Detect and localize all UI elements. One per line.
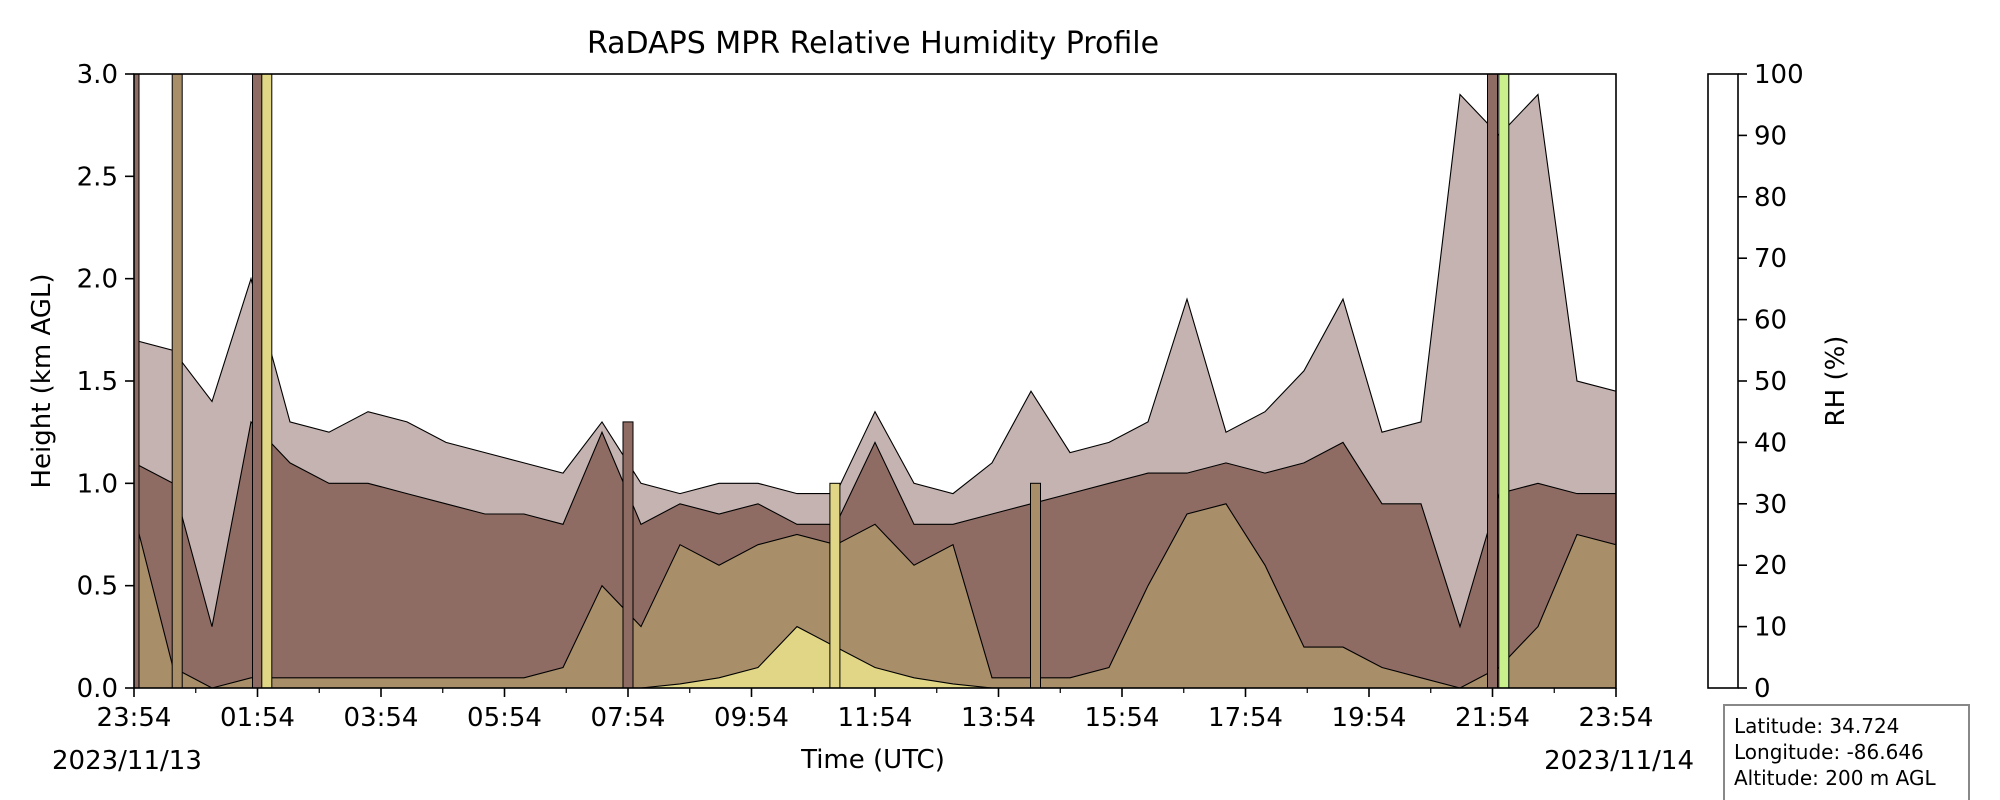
x-end-date: 2023/11/14 xyxy=(1544,746,1694,776)
y-tick-label: 0.5 xyxy=(77,572,118,602)
y-axis-label: Height (km AGL) xyxy=(27,273,57,488)
rh-plume xyxy=(1487,74,1498,688)
y-axis: 0.0 0.5 1.0 1.5 2.0 2.5 3.0 xyxy=(77,60,134,704)
chart-title: RaDAPS MPR Relative Humidity Profile xyxy=(587,26,1159,61)
info-box-frame xyxy=(1723,704,1970,800)
rh-plume xyxy=(252,74,263,688)
y-tick-label: 0.0 xyxy=(77,674,118,704)
plot-area xyxy=(133,73,1617,689)
x-start-date: 2023/11/13 xyxy=(52,746,202,776)
y-tick-label: 2.5 xyxy=(77,162,118,192)
x-tick-label: 23:54 xyxy=(97,703,172,733)
humidity-contours xyxy=(134,93,1616,688)
x-tick-label: 23:54 xyxy=(1579,703,1654,733)
colorbar-tick-label: 80 xyxy=(1754,183,1787,213)
x-tick-label: 01:54 xyxy=(220,703,295,733)
rh-layer-30-40 xyxy=(134,503,1616,688)
colorbar-tick-label: 20 xyxy=(1754,551,1787,581)
y-tick-label: 2.0 xyxy=(77,265,118,295)
colorbar-tick-label: 70 xyxy=(1754,244,1787,274)
rh-plume xyxy=(1498,74,1510,688)
rh-plume xyxy=(622,421,634,688)
colorbar-tick-label: 0 xyxy=(1754,674,1771,704)
rh-layer-40-50 xyxy=(134,625,1616,688)
rh-plume xyxy=(1030,482,1041,688)
rh-plume xyxy=(134,74,140,688)
x-tick-label: 03:54 xyxy=(344,703,419,733)
rh-plume xyxy=(829,482,841,688)
x-tick-label: 07:54 xyxy=(591,703,666,733)
x-axis: 23:54 01:54 03:54 05:54 07:54 09:54 11:54 13:54… xyxy=(97,688,1654,733)
rh-plume xyxy=(261,74,273,688)
rh-plume xyxy=(171,74,183,688)
x-tick-label: 11:54 xyxy=(838,703,913,733)
colorbar-tick-label: 10 xyxy=(1754,613,1787,643)
x-tick-label: 17:54 xyxy=(1208,703,1283,733)
y-tick-label: 1.0 xyxy=(77,469,118,499)
x-axis-label: Time (UTC) xyxy=(800,745,945,775)
colorbar-tick-label: 50 xyxy=(1754,367,1787,397)
colorbar: 0 10 20 30 40 50 60 70 80 90 100 xyxy=(1707,60,1804,704)
colorbar-label: RH (%) xyxy=(1821,336,1851,427)
info-longitude: Longitude: -86.646 xyxy=(1734,740,1924,764)
humidity-plumes xyxy=(134,74,1510,688)
info-latitude: Latitude: 34.724 xyxy=(1734,714,1899,738)
colorbar-frame xyxy=(1707,73,1739,689)
colorbar-tick-label: 30 xyxy=(1754,490,1787,520)
x-tick-label: 09:54 xyxy=(714,703,789,733)
x-tick-label: 15:54 xyxy=(1085,703,1160,733)
info-box: Latitude: 34.724 Longitude: -86.646 Alti… xyxy=(1723,704,1970,800)
x-tick-label: 19:54 xyxy=(1332,703,1407,733)
colorbar-tick-label: 40 xyxy=(1754,428,1787,458)
colorbar-tick-label: 100 xyxy=(1754,60,1804,90)
y-tick-label: 1.5 xyxy=(77,367,118,397)
x-tick-label: 13:54 xyxy=(961,703,1036,733)
colorbar-tick-label: 90 xyxy=(1754,121,1787,151)
info-altitude: Altitude: 200 m AGL xyxy=(1734,766,1936,790)
y-tick-label: 3.0 xyxy=(77,60,118,90)
x-tick-label: 21:54 xyxy=(1455,703,1530,733)
x-tick-label: 05:54 xyxy=(467,703,542,733)
colorbar-tick-label: 60 xyxy=(1754,306,1787,336)
